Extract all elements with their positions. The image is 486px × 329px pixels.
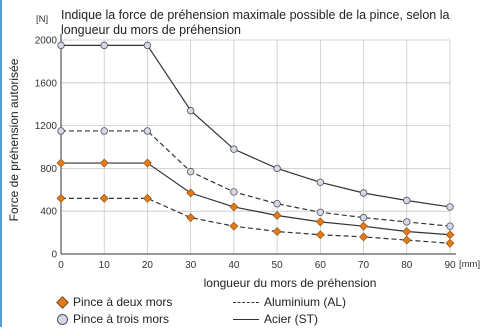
data-point-circle — [273, 200, 281, 208]
data-point-diamond — [186, 188, 196, 198]
x-tick-label: 50 — [272, 260, 284, 271]
legend-label: Acier (ST) — [264, 312, 318, 326]
legend-item-trois-mors: Pince à trois mors — [55, 312, 169, 326]
data-point-circle — [100, 41, 108, 50]
y-unit-label: [N] — [36, 14, 49, 25]
data-point-diamond — [402, 235, 412, 245]
data-point-diamond — [445, 230, 455, 240]
legend-label: Aluminium (AL) — [264, 295, 347, 309]
circle-marker-icon — [55, 312, 69, 326]
data-point-circle — [446, 203, 454, 211]
data-point-circle — [230, 188, 238, 196]
data-point-circle — [100, 127, 108, 135]
x-tick-label: 20 — [142, 260, 154, 271]
data-point-circle — [359, 189, 368, 197]
data-point-circle — [57, 127, 65, 135]
series-line-1 — [61, 44, 451, 208]
data-point-circle — [316, 208, 325, 216]
data-point-diamond — [99, 193, 109, 203]
data-point-diamond — [315, 230, 325, 240]
data-point-circle — [186, 167, 195, 176]
data-point-circle — [316, 178, 325, 187]
data-point-diamond — [272, 211, 282, 220]
data-point-diamond — [186, 213, 196, 223]
x-tick-label: 60 — [315, 260, 327, 271]
series-line-3 — [61, 162, 451, 236]
y-tick-label: 400 — [40, 207, 57, 218]
dashed-line-icon — [233, 301, 259, 303]
series-line-4 — [61, 197, 451, 244]
x-tick-label: 70 — [358, 260, 370, 271]
diamond-marker-icon — [55, 295, 69, 309]
x-tick-label: 80 — [401, 260, 413, 271]
y-tick-label: 800 — [40, 164, 57, 175]
data-point-diamond — [56, 193, 66, 203]
data-point-circle — [403, 218, 411, 226]
y-tick-label: 1600 — [35, 78, 58, 89]
data-point-circle — [143, 41, 152, 50]
data-point-circle — [446, 222, 454, 230]
chart-title: Indique la force de préhension maximale … — [61, 8, 450, 37]
data-point-circle — [359, 213, 368, 222]
data-point-diamond — [229, 221, 239, 231]
x-tick-label: 30 — [185, 260, 197, 271]
solid-line-icon — [233, 318, 259, 320]
data-point-circle — [186, 106, 195, 115]
legend-item-deux-mors: Pince à deux mors — [55, 295, 172, 309]
data-point-circle — [230, 145, 238, 153]
x-axis-label: longueur du mors de préhension — [203, 276, 377, 290]
data-point-diamond — [445, 238, 455, 248]
y-tick-label: 1200 — [35, 121, 58, 132]
data-point-circle — [273, 164, 281, 173]
x-tick-label: 0 — [58, 260, 64, 271]
x-tick-label: 10 — [99, 260, 111, 271]
y-tick-label: 0 — [51, 250, 57, 261]
data-point-diamond — [56, 158, 66, 168]
series-line-2 — [61, 130, 451, 227]
x-unit-label: [mm] — [459, 259, 481, 270]
y-tick-label: 2000 — [35, 36, 58, 47]
data-point-diamond — [143, 193, 152, 203]
data-point-diamond — [143, 158, 152, 168]
x-tick-label: 90 — [444, 260, 456, 271]
legend-item-aluminium: Aluminium (AL) — [233, 295, 346, 309]
data-point-diamond — [402, 227, 412, 236]
data-point-circle — [57, 41, 65, 50]
data-point-diamond — [359, 221, 368, 231]
data-point-circle — [143, 127, 152, 135]
legend-item-acier: Acier (ST) — [233, 312, 318, 326]
data-point-diamond — [229, 202, 239, 212]
data-point-circle — [403, 196, 411, 205]
legend-label: Pince à trois mors — [73, 312, 170, 326]
data-point-diamond — [315, 217, 325, 227]
data-point-diamond — [359, 232, 368, 242]
data-point-diamond — [99, 158, 109, 168]
data-point-diamond — [272, 227, 282, 236]
x-tick-label: 40 — [228, 260, 240, 271]
legend-label: Pince à deux mors — [73, 295, 173, 309]
